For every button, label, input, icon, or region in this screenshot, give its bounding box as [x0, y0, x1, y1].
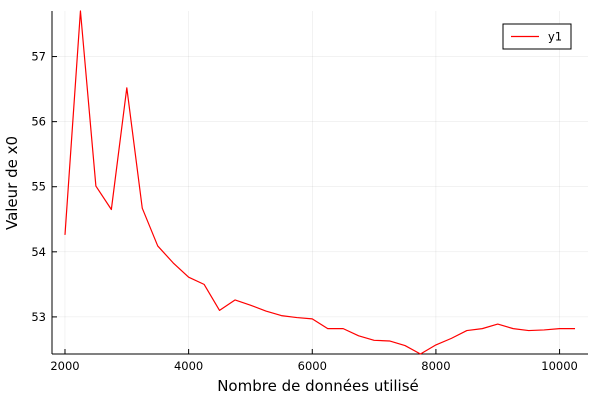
legend-label: y1	[548, 30, 562, 44]
y-tick-label: 56	[31, 115, 46, 129]
series-line-y1	[64, 10, 576, 355]
x-tick-label: 10000	[541, 359, 578, 373]
series-layer	[64, 10, 576, 355]
x-axis-title: Nombre de données utilisé	[217, 377, 419, 395]
axes	[51, 11, 588, 355]
x-tick-label: 6000	[298, 359, 327, 373]
y-tick-label: 54	[31, 245, 46, 259]
legend: y1	[502, 23, 572, 50]
y-tick-label: 55	[31, 180, 46, 194]
y-tick-label: 57	[31, 50, 46, 64]
x-tick-label: 8000	[421, 359, 450, 373]
y-axis-title: Valeur de x0	[3, 136, 21, 230]
y-tick-label: 53	[31, 310, 46, 324]
grid-lines	[52, 11, 588, 354]
tick-labels: 2000 4000 6000 8000 10000 53 54 55 56 57	[31, 50, 577, 373]
x-tick-label: 2000	[50, 359, 79, 373]
x-tick-label: 4000	[174, 359, 203, 373]
